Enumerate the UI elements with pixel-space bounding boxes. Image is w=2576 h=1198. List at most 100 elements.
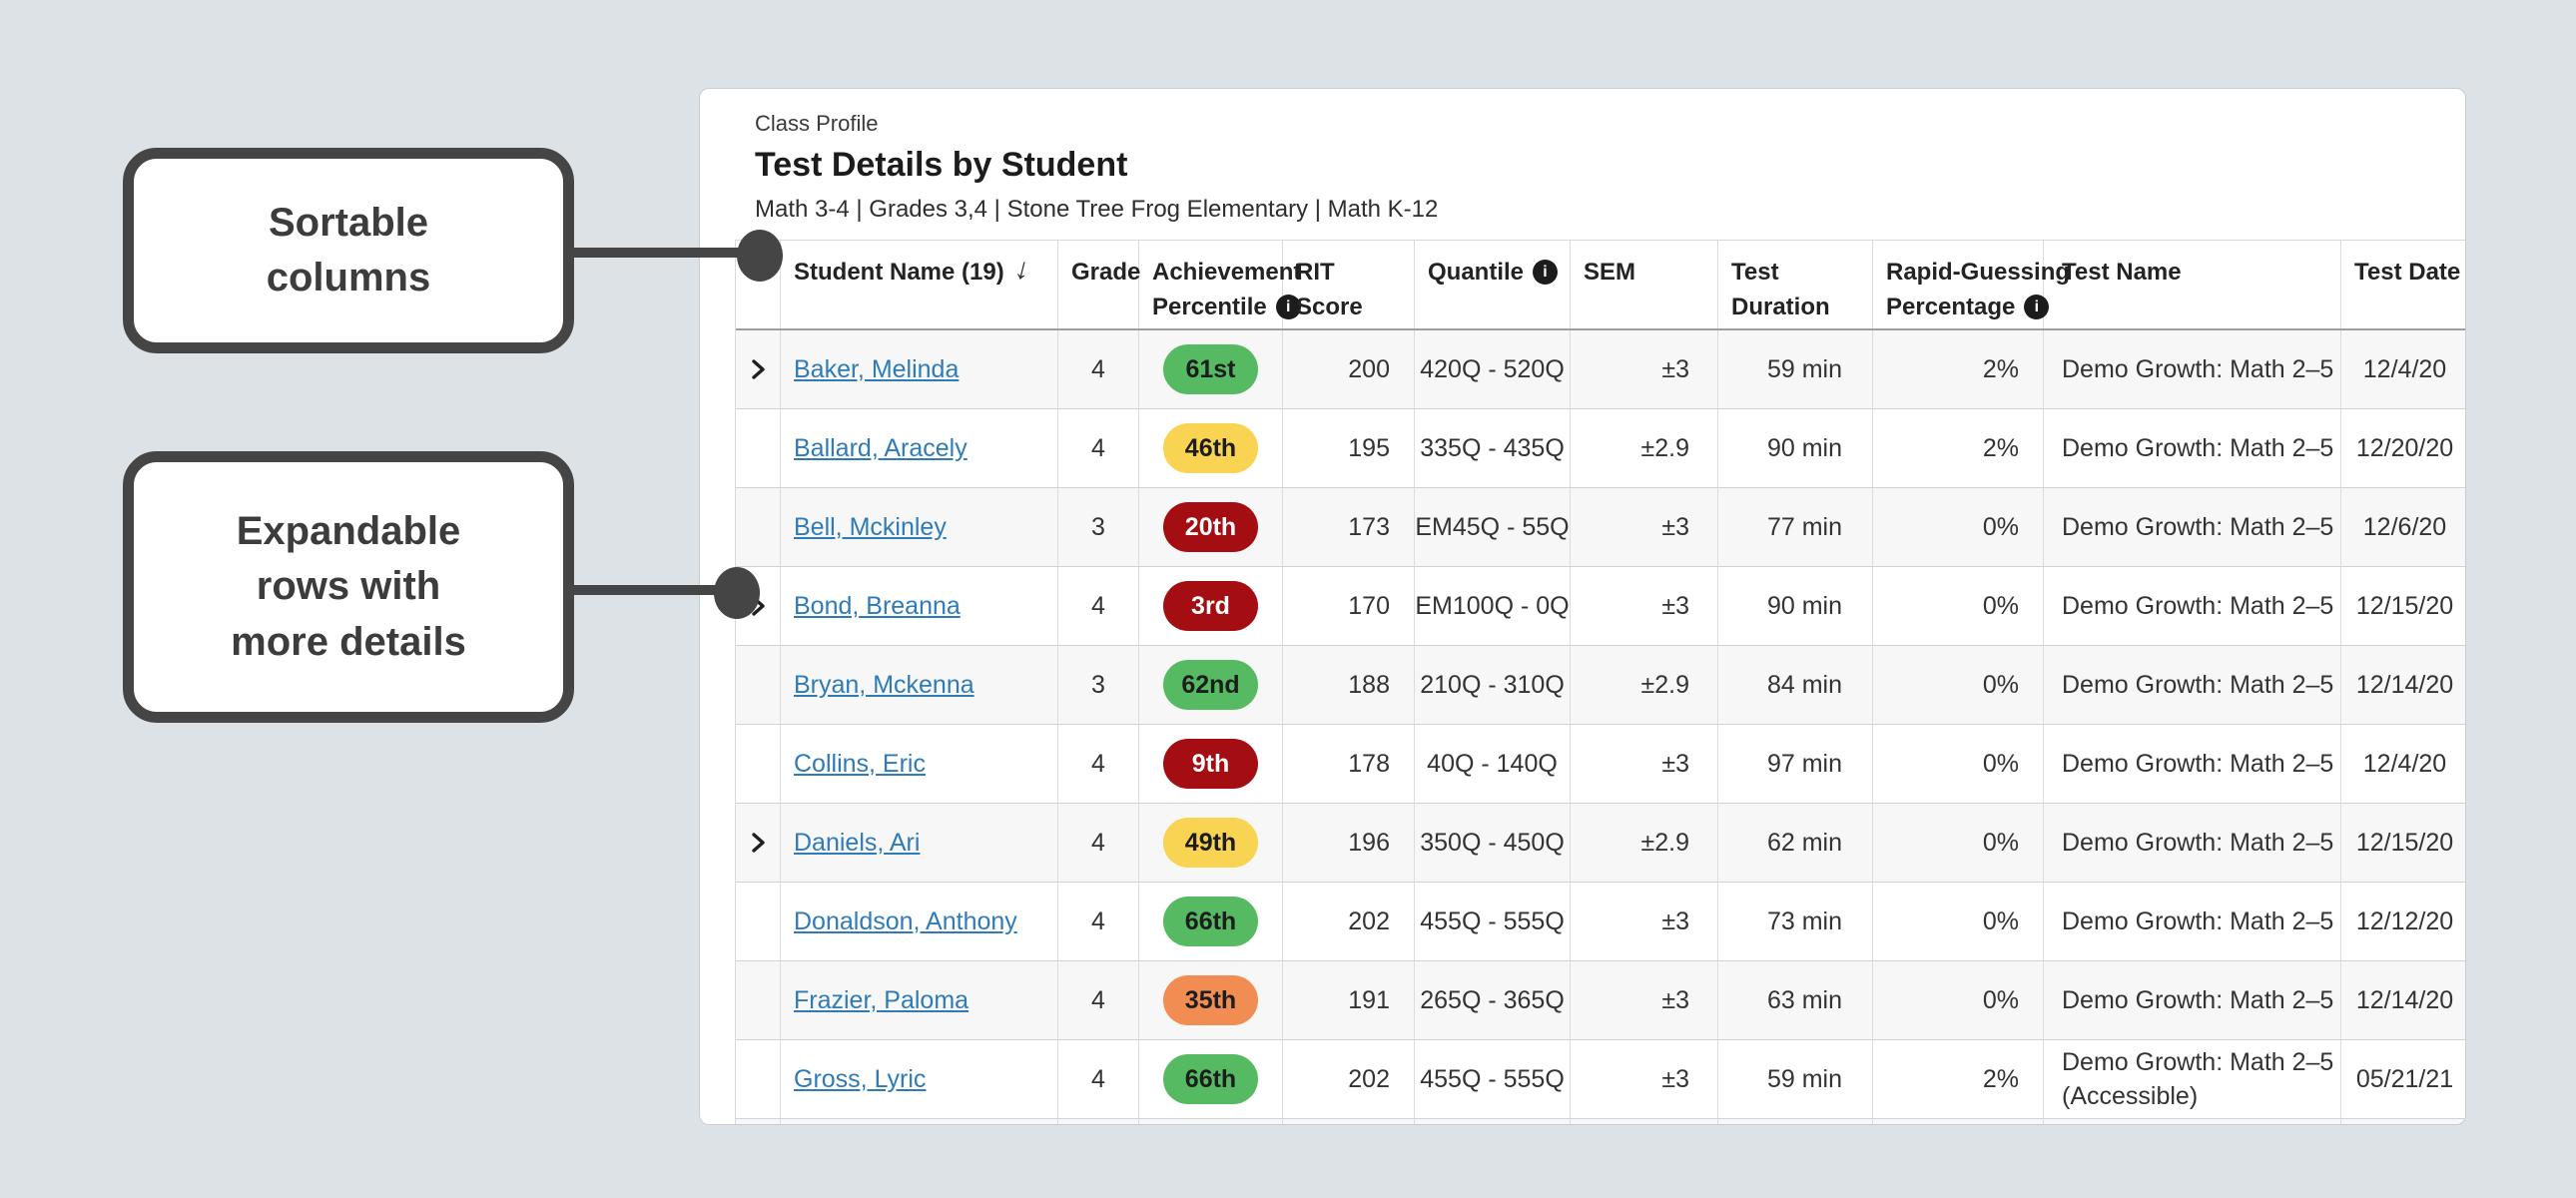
report-header: Class Profile Test Details by Student Ma…: [700, 89, 2465, 224]
sem-cell: ±3: [1571, 330, 1718, 408]
test-date-value: 05/21/21: [2355, 1064, 2454, 1093]
header-label: Test Date: [2354, 255, 2465, 290]
header-label-text: SEM: [1584, 259, 1636, 286]
test-name-value: Demo Growth: Math 2–5: [2062, 592, 2334, 620]
expand-cell: [736, 409, 781, 487]
expand-row-button[interactable]: [736, 804, 781, 882]
header-test-name[interactable]: Test Name: [2044, 241, 2341, 328]
duration-cell: 62 min: [1718, 804, 1873, 882]
header-label-text: Percentile: [1152, 294, 1267, 320]
student-name-link[interactable]: Bond, Breanna: [794, 591, 961, 620]
header-achievement-percentile[interactable]: Achievement Percentile i: [1139, 241, 1301, 328]
partial-cell: [2044, 1119, 2341, 1124]
percentile-badge: 49th: [1163, 818, 1258, 868]
sem-cell: ±2.9: [1571, 646, 1718, 724]
grade-cell: 4: [1058, 567, 1139, 645]
rapid-value: 2%: [1982, 1064, 2019, 1093]
callout-sortable-columns: Sortable columns: [123, 148, 574, 353]
header-quantile[interactable]: Quantile i: [1415, 241, 1571, 328]
partial-cell: [736, 1119, 781, 1124]
percentile-badge: 35th: [1163, 975, 1258, 1025]
partial-cell: [1571, 1119, 1718, 1124]
quantile-cell: 455Q - 555Q: [1415, 883, 1571, 960]
student-name-link[interactable]: Daniels, Ari: [794, 828, 921, 857]
header-test-date[interactable]: Test Date: [2341, 241, 2465, 328]
rapid-value: 2%: [1982, 354, 2019, 383]
duration-value: 59 min: [1766, 354, 1842, 383]
table-row: Ballard, Aracely 4 46th 195 335Q - 435Q ±2.9 9…: [736, 409, 2465, 488]
header-test-duration[interactable]: Test Duration: [1718, 241, 1873, 328]
student-name-link[interactable]: Ballard, Aracely: [794, 433, 967, 462]
quantile-value: EM45Q - 55Q: [1415, 512, 1570, 541]
grade-cell: 4: [1058, 409, 1139, 487]
rit-cell: 170: [1283, 567, 1415, 645]
expand-row-button[interactable]: [736, 330, 781, 408]
duration-value: 77 min: [1766, 512, 1842, 541]
quantile-value: 455Q - 555Q: [1420, 906, 1565, 935]
sem-cell: ±3: [1571, 883, 1718, 960]
header-grade[interactable]: Grade: [1058, 241, 1140, 328]
duration-value: 90 min: [1766, 433, 1842, 462]
test-date-cell: 12/15/20: [2341, 567, 2465, 645]
table-row: Gross, Lyric 4 66th 202 455Q - 555Q ±3 59 min 2…: [736, 1040, 2465, 1119]
grade-value: 4: [1091, 985, 1105, 1014]
info-icon[interactable]: i: [1533, 260, 1559, 285]
quantile-cell: EM100Q - 0Q: [1415, 567, 1571, 645]
student-name-cell: Ballard, Aracely: [781, 409, 1058, 487]
student-name-link[interactable]: Baker, Melinda: [794, 354, 960, 383]
student-name-cell: Collins, Eric: [781, 725, 1058, 803]
header-sem[interactable]: SEM: [1571, 241, 1718, 328]
test-name-cell: Demo Growth: Math 2–5: [2044, 725, 2341, 803]
rit-value: 188: [1348, 670, 1390, 699]
rit-cell: 202: [1283, 883, 1415, 960]
sem-value: ±2.9: [1640, 828, 1689, 857]
header-rapid-guessing-percentage[interactable]: Rapid-Guessing Percentage i: [1873, 241, 2070, 328]
sem-value: ±2.9: [1640, 670, 1689, 699]
test-name-cell: Demo Growth: Math 2–5: [2044, 646, 2341, 724]
rapid-cell: 0%: [1873, 488, 2044, 566]
percentile-cell: 66th: [1139, 1040, 1283, 1118]
rapid-cell: 0%: [1873, 961, 2044, 1039]
partial-row: [736, 1119, 2465, 1124]
sort-descending-icon: ↓: [1010, 251, 1034, 288]
test-date-value: 12/6/20: [2362, 512, 2447, 541]
partial-cell: [1058, 1119, 1139, 1124]
student-name-link[interactable]: Donaldson, Anthony: [794, 906, 1017, 935]
header-label-text: Percentage: [1886, 294, 2016, 320]
test-date-cell: 05/21/21: [2341, 1040, 2465, 1118]
rit-cell: 196: [1283, 804, 1415, 882]
duration-cell: 77 min: [1718, 488, 1873, 566]
student-name-link[interactable]: Bryan, Mckenna: [794, 670, 974, 699]
percentile-cell: 35th: [1139, 961, 1283, 1039]
header-label: Achievement: [1152, 255, 1301, 290]
student-name-link[interactable]: Frazier, Paloma: [794, 985, 969, 1014]
test-name-cell: Demo Growth: Math 2–5: [2044, 961, 2341, 1039]
grade-value: 3: [1091, 670, 1105, 699]
header-label: Score: [1296, 290, 1390, 324]
grade-cell: 4: [1058, 330, 1139, 408]
duration-cell: 59 min: [1718, 1040, 1873, 1118]
duration-cell: 73 min: [1718, 883, 1873, 960]
header-rit-score[interactable]: RIT Score: [1283, 241, 1415, 328]
expand-cell: [736, 883, 781, 960]
header-label-text: RIT: [1296, 259, 1335, 286]
info-icon[interactable]: i: [1275, 295, 1301, 319]
student-name-link[interactable]: Bell, Mckinley: [794, 512, 947, 541]
header-label-text: Score: [1296, 294, 1363, 320]
sem-cell: ±3: [1571, 488, 1718, 566]
student-name-link[interactable]: Collins, Eric: [794, 749, 926, 778]
grade-cell: 4: [1058, 883, 1139, 960]
partial-cell: [781, 1119, 1058, 1124]
quantile-cell: 455Q - 555Q: [1415, 1040, 1571, 1118]
rapid-value: 0%: [1982, 985, 2019, 1014]
header-label: Quantile i: [1428, 255, 1570, 290]
student-name-cell: Donaldson, Anthony: [781, 883, 1058, 960]
info-icon[interactable]: i: [2024, 295, 2050, 319]
sem-value: ±3: [1661, 985, 1689, 1014]
grade-cell: 4: [1058, 961, 1139, 1039]
header-student-name[interactable]: Student Name (19) ↓: [781, 241, 1058, 328]
student-name-link[interactable]: Gross, Lyric: [794, 1064, 927, 1093]
quantile-value: 265Q - 365Q: [1420, 985, 1565, 1014]
duration-value: 97 min: [1766, 749, 1842, 778]
